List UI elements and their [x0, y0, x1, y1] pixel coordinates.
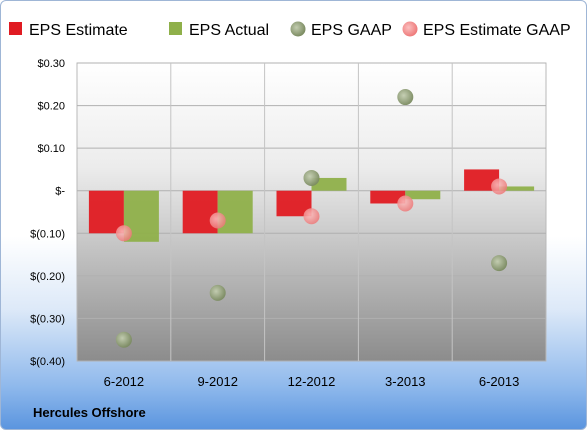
bar-series [88, 169, 535, 242]
point-eps-estimate-gaap [303, 208, 320, 225]
legend-swatch-eps-estimate-gaap [402, 21, 418, 37]
legend-label: EPS GAAP [311, 22, 392, 39]
bar-eps-estimate [88, 190, 124, 234]
y-tick-label: $(0.40) [30, 356, 65, 368]
point-eps-estimate-gaap [397, 195, 414, 212]
point-eps-gaap [115, 331, 132, 348]
point-eps-estimate-gaap [491, 178, 508, 195]
bar-eps-estimate [182, 190, 218, 234]
point-eps-gaap [491, 255, 508, 272]
bar-eps-estimate [370, 190, 406, 204]
point-eps-gaap [209, 284, 226, 301]
legend-swatch-eps-actual [169, 22, 182, 35]
bar-eps-actual [217, 190, 253, 234]
point-eps-gaap [397, 89, 414, 106]
bar-eps-estimate [464, 169, 500, 191]
legend-swatch-eps-gaap [290, 21, 306, 37]
y-tick-label: $(0.10) [30, 228, 65, 240]
bar-eps-actual [311, 177, 347, 191]
y-tick-label: $0.10 [37, 143, 65, 155]
legend-label: EPS Actual [189, 22, 269, 39]
y-tick-label: $- [55, 186, 65, 198]
gridlines [77, 62, 546, 362]
company-name: Hercules Offshore [33, 405, 146, 420]
y-tick-label: $0.30 [37, 58, 65, 70]
x-axis: 6-2012 9-2012 12-2012 3-2013 6-2013 [104, 374, 520, 389]
bar-eps-actual [405, 190, 441, 200]
bar-eps-actual [499, 186, 535, 191]
x-tick-label: 12-2012 [288, 374, 336, 389]
legend-label: EPS Estimate GAAP [423, 22, 571, 39]
y-tick-label: $(0.20) [30, 271, 65, 283]
point-eps-estimate-gaap [209, 212, 226, 229]
x-tick-label: 9-2012 [197, 374, 237, 389]
y-tick-label: $(0.30) [30, 313, 65, 325]
y-tick-label: $0.20 [37, 101, 65, 113]
legend-label: EPS Estimate [29, 22, 128, 39]
point-eps-gaap [303, 169, 320, 186]
point-series [115, 89, 508, 348]
y-axis: $0.30 $0.20 $0.10 $- $(0.10) $(0.20) $(0.30) $(… [30, 58, 65, 368]
legend-swatch-eps-estimate [9, 22, 22, 35]
legend: EPS Estimate EPS Actual EPS GAAP EPS Estima… [9, 21, 571, 39]
x-tick-label: 3-2013 [385, 374, 425, 389]
point-eps-estimate-gaap [115, 225, 132, 242]
x-tick-label: 6-2012 [104, 374, 144, 389]
x-tick-label: 6-2013 [479, 374, 519, 389]
